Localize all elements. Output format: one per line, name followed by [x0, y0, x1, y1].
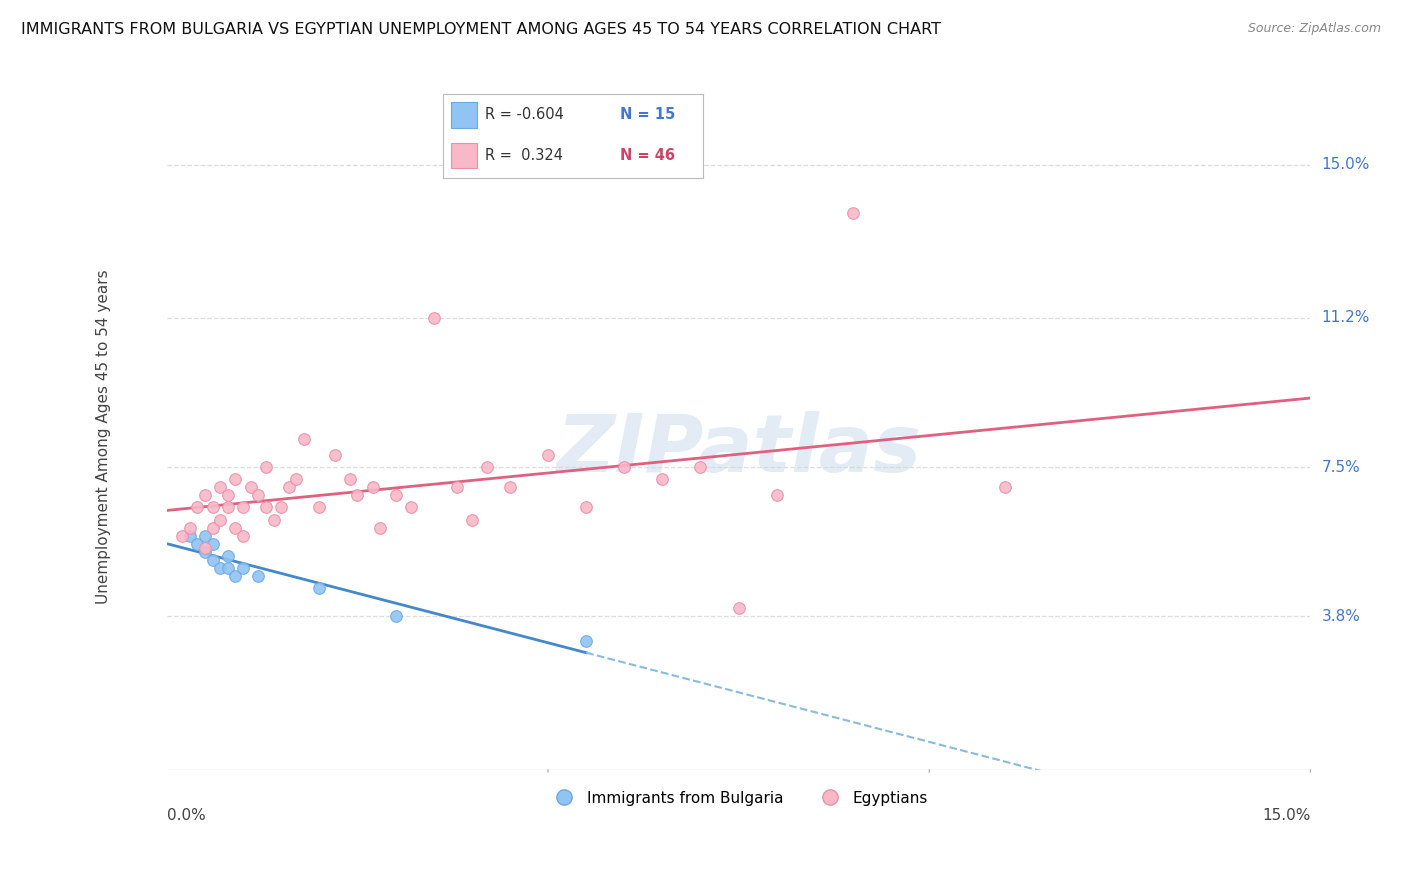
Point	[399, 500, 422, 515]
Point	[285, 472, 308, 486]
Point	[765, 488, 787, 502]
Text: N = 46: N = 46	[620, 148, 675, 163]
Point	[194, 545, 217, 559]
Point	[361, 480, 384, 494]
Point	[575, 633, 598, 648]
Point	[446, 480, 468, 494]
Point	[186, 537, 208, 551]
Point	[254, 500, 277, 515]
Text: R =  0.324: R = 0.324	[485, 148, 562, 163]
Text: 7.5%: 7.5%	[1322, 459, 1360, 475]
Point	[277, 480, 299, 494]
Point	[209, 512, 232, 526]
Point	[201, 537, 224, 551]
Text: Source: ZipAtlas.com: Source: ZipAtlas.com	[1247, 22, 1381, 36]
Point	[232, 561, 254, 575]
Text: 0.0%: 0.0%	[167, 808, 205, 823]
Point	[247, 569, 270, 583]
Point	[537, 448, 560, 462]
Point	[194, 488, 217, 502]
Point	[201, 553, 224, 567]
Point	[346, 488, 368, 502]
Point	[422, 310, 444, 325]
Point	[201, 500, 224, 515]
Point	[232, 529, 254, 543]
Text: IMMIGRANTS FROM BULGARIA VS EGYPTIAN UNEMPLOYMENT AMONG AGES 45 TO 54 YEARS CORR: IMMIGRANTS FROM BULGARIA VS EGYPTIAN UNE…	[21, 22, 941, 37]
Point	[384, 609, 406, 624]
Point	[217, 488, 239, 502]
Point	[308, 500, 330, 515]
Bar	[451, 102, 477, 128]
Point	[170, 529, 193, 543]
Point	[575, 500, 598, 515]
Point	[308, 581, 330, 595]
Point	[186, 500, 208, 515]
Point	[292, 432, 315, 446]
Point	[254, 460, 277, 475]
Legend: Immigrants from Bulgaria, Egyptians: Immigrants from Bulgaria, Egyptians	[543, 785, 934, 812]
Point	[263, 512, 285, 526]
Text: 3.8%: 3.8%	[1322, 609, 1361, 624]
Point	[247, 488, 270, 502]
Text: Unemployment Among Ages 45 to 54 years: Unemployment Among Ages 45 to 54 years	[97, 269, 111, 604]
Point	[842, 206, 865, 220]
Text: 15.0%: 15.0%	[1322, 157, 1369, 172]
Point	[217, 500, 239, 515]
Point	[368, 521, 391, 535]
Point	[179, 521, 201, 535]
Point	[323, 448, 346, 462]
Bar	[451, 143, 477, 169]
Point	[689, 460, 711, 475]
Point	[209, 561, 232, 575]
Point	[461, 512, 484, 526]
Point	[217, 549, 239, 563]
Point	[384, 488, 406, 502]
Point	[339, 472, 361, 486]
Point	[224, 521, 246, 535]
Point	[179, 529, 201, 543]
Text: 11.2%: 11.2%	[1322, 310, 1369, 326]
Point	[224, 569, 246, 583]
Point	[239, 480, 262, 494]
Point	[194, 529, 217, 543]
Point	[651, 472, 673, 486]
Point	[209, 480, 232, 494]
Point	[613, 460, 636, 475]
Point	[270, 500, 292, 515]
Point	[232, 500, 254, 515]
Text: 15.0%: 15.0%	[1263, 808, 1310, 823]
Point	[727, 601, 749, 615]
Point	[499, 480, 522, 494]
Point	[994, 480, 1017, 494]
Text: ZIPatlas: ZIPatlas	[557, 411, 921, 489]
Point	[201, 521, 224, 535]
Point	[224, 472, 246, 486]
Point	[194, 541, 217, 555]
Text: N = 15: N = 15	[620, 107, 675, 122]
Point	[217, 561, 239, 575]
Point	[475, 460, 498, 475]
Text: R = -0.604: R = -0.604	[485, 107, 564, 122]
